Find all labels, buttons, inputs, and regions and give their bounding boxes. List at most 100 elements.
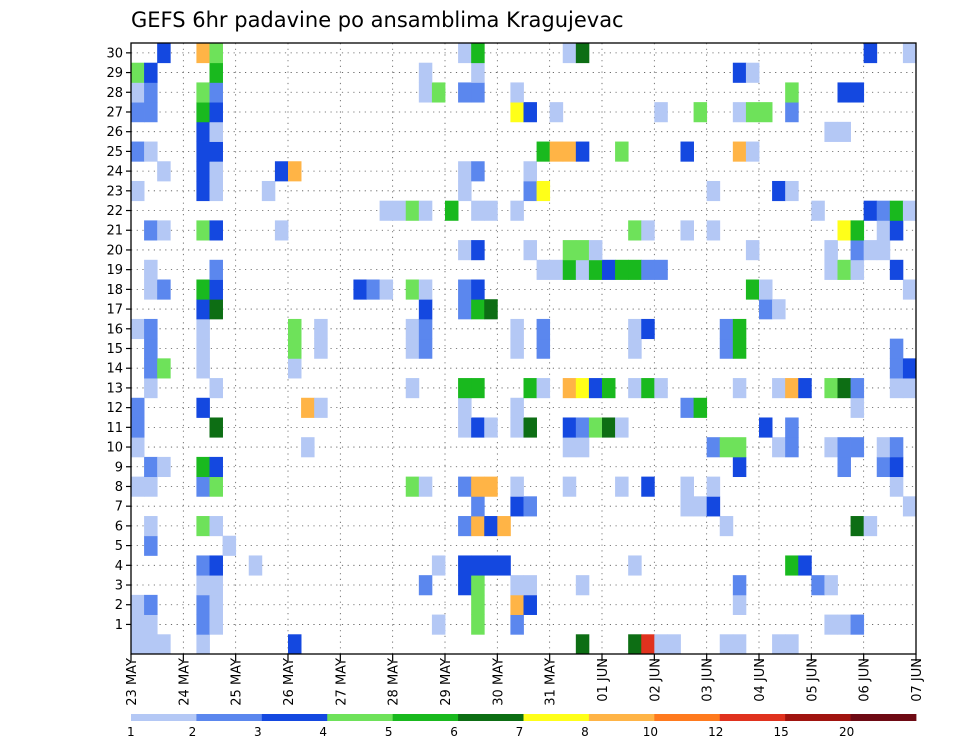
precip-cell	[471, 516, 485, 537]
precip-cell	[418, 575, 433, 596]
precip-cell	[719, 338, 734, 359]
precip-cell	[144, 358, 158, 379]
precip-cell	[418, 299, 433, 320]
precip-cell	[196, 318, 210, 340]
precip-cell	[575, 43, 590, 64]
precip-cell	[824, 240, 838, 261]
y-tick-label: 12	[106, 401, 123, 416]
precip-cell	[745, 279, 760, 300]
precip-cell	[562, 259, 577, 280]
y-tick-label: 13	[106, 381, 123, 396]
precip-cell	[759, 102, 773, 123]
precip-cell	[641, 259, 655, 280]
precip-cell	[549, 102, 564, 123]
precip-cell	[288, 161, 302, 182]
precip-cell	[719, 634, 734, 655]
precip-cell	[209, 180, 223, 202]
precip-cell	[759, 299, 773, 320]
y-tick-label: 29	[106, 66, 123, 81]
precip-cell	[785, 102, 799, 123]
precip-cell	[471, 555, 485, 576]
colorbar-label: 8	[581, 725, 589, 739]
colorbar-swatch	[327, 714, 394, 721]
precip-cell	[157, 456, 171, 478]
colorbar-swatch	[588, 714, 655, 721]
precip-cell	[196, 456, 210, 478]
precip-cells	[131, 43, 917, 655]
precip-cell	[510, 82, 524, 103]
precip-cell	[301, 397, 315, 418]
precip-cell	[510, 496, 524, 517]
precip-cell	[458, 180, 472, 202]
precip-cell	[850, 82, 865, 103]
x-tick-label: 31 MAY	[544, 658, 559, 706]
precip-cell	[745, 141, 760, 162]
precip-cell	[719, 516, 734, 537]
y-tick-label: 6	[115, 519, 123, 534]
precip-cell	[850, 437, 865, 458]
precip-cell	[196, 299, 210, 320]
precip-cell	[850, 516, 865, 537]
colorbar-swatch	[654, 714, 721, 721]
precip-cell	[196, 121, 210, 142]
precip-cell	[562, 476, 577, 497]
precip-cell	[510, 417, 524, 438]
precip-cell	[471, 82, 485, 103]
precip-cell	[889, 437, 904, 458]
precip-cell	[471, 476, 485, 497]
precip-cell	[458, 575, 472, 596]
precip-cell	[144, 456, 158, 478]
precip-cell	[144, 82, 158, 103]
precip-cell	[196, 555, 210, 576]
precip-cell	[157, 634, 171, 655]
precip-cell	[759, 417, 773, 438]
precip-cell	[209, 378, 223, 399]
colorbar-legend: 1 2 3 4 5 6 7 8 10 12 15 20	[127, 714, 917, 739]
precip-cell	[876, 200, 891, 221]
precip-cell	[131, 594, 145, 615]
precip-cell	[131, 141, 145, 162]
precip-cell	[575, 437, 590, 458]
precip-cell	[615, 259, 629, 280]
colorbar-label: 5	[385, 725, 393, 739]
precip-cell	[575, 378, 590, 399]
precip-cell	[575, 417, 590, 438]
precip-cell	[549, 259, 564, 280]
precip-cell	[458, 476, 472, 497]
x-tick-label: 28 MAY	[387, 658, 402, 706]
y-axis: 1234567891011121314151617181920212223242…	[106, 46, 131, 633]
precip-cell	[902, 200, 917, 221]
precip-cell	[523, 161, 537, 182]
precip-cell	[785, 437, 799, 458]
precip-cell	[131, 397, 145, 418]
precip-cell	[458, 82, 472, 103]
precip-cell	[274, 220, 289, 241]
precip-cell	[889, 476, 904, 497]
precip-cell	[471, 417, 485, 438]
precip-cell	[144, 220, 158, 241]
precip-cell	[431, 82, 446, 103]
precip-cell	[196, 102, 210, 123]
y-tick-label: 19	[106, 263, 123, 278]
precip-cell	[209, 102, 223, 123]
precip-cell	[628, 378, 642, 399]
x-axis: 23 MAY 24 MAY 25 MAY 26 MAY 27 MAY 28 MAY 29 M…	[125, 654, 925, 706]
precip-cell	[523, 240, 537, 261]
precip-cell	[680, 496, 694, 517]
precip-cell	[131, 62, 145, 83]
precip-cell	[144, 279, 158, 300]
x-tick-label: 26 MAY	[282, 658, 297, 706]
precip-cell	[131, 180, 145, 202]
precip-cell	[209, 220, 223, 241]
precip-cell	[196, 614, 210, 635]
precip-cell	[876, 220, 891, 241]
y-tick-label: 26	[106, 125, 123, 140]
x-tick-label: 05 JUN	[805, 658, 820, 702]
precip-cell	[471, 240, 485, 261]
precip-cell	[732, 634, 747, 655]
precip-cell	[680, 220, 694, 241]
precip-cell	[144, 338, 158, 359]
precip-cell	[458, 43, 472, 64]
precip-cell	[588, 240, 603, 261]
precip-cell	[523, 594, 537, 615]
